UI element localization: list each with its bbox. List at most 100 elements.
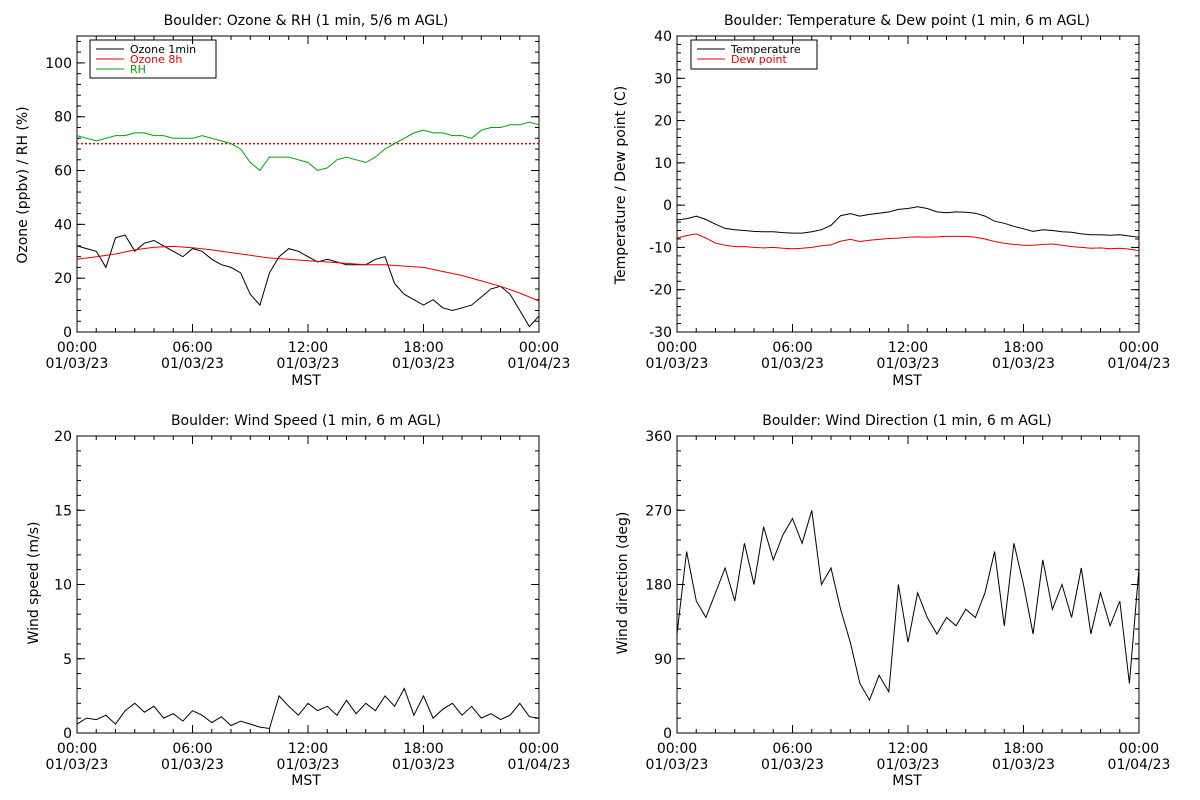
legend-label-ozone-8h: Ozone 8h — [130, 53, 182, 66]
series-line-temperature — [676, 206, 1140, 238]
wind-direction-ytick-label: 90 — [654, 652, 672, 668]
temperature-dewpoint-panel: Boulder: Temperature & Dew point (1 min,… — [613, 13, 1170, 389]
wind-speed-xtick-date-label: 01/03/23 — [161, 757, 224, 773]
wind-speed-ylabel: Wind speed (m/s) — [26, 522, 42, 645]
temperature-xtick-time-label: 00:00 — [1119, 340, 1159, 356]
wind-direction-ytick-label: 360 — [645, 429, 672, 445]
wind-speed-xtick-date-label: 01/04/23 — [508, 757, 571, 773]
wind-direction-xtick-date-label: 01/03/23 — [646, 757, 709, 773]
legend-label-temperature: Temperature — [730, 43, 801, 56]
ozone-rh-xtick-date-label: 01/03/23 — [392, 356, 455, 372]
wind-speed-panel: Boulder: Wind Speed (1 min, 6 m AGL) Win… — [26, 413, 570, 789]
wind-speed-xtick-time-label: 12:00 — [288, 741, 328, 757]
temperature-xtick-time-label: 12:00 — [888, 340, 928, 356]
temperature-ytick-label: 30 — [654, 71, 672, 87]
series-line-wind-speed — [76, 687, 540, 730]
wind-speed-ytick-label: 15 — [54, 503, 72, 519]
wind-speed-xlabel: MST — [291, 773, 321, 789]
wind-speed-xtick-time-label: 06:00 — [172, 741, 212, 757]
wind-speed-ytick-label: 5 — [63, 652, 72, 668]
ozone-rh-ytick-label: 60 — [54, 164, 72, 180]
legend-box — [690, 39, 818, 70]
temperature-title: Boulder: Temperature & Dew point (1 min,… — [724, 13, 1090, 29]
wind-speed-xtick-date-label: 01/03/23 — [46, 757, 109, 773]
ozone-rh-legend: Ozone 1min Ozone 8h RH — [89, 39, 217, 79]
ozone-rh-plot-frame — [76, 35, 540, 333]
series-line-ozone-8h — [76, 245, 540, 302]
wind-direction-xtick-date-label: 01/03/23 — [877, 757, 940, 773]
wind-direction-plot-frame — [676, 435, 1140, 734]
ozone-rh-ytick-label: 40 — [54, 217, 72, 233]
temperature-xtick-date-label: 01/03/23 — [761, 356, 824, 372]
wind-direction-xtick-time-label: 06:00 — [772, 741, 812, 757]
wind-direction-ytick-label: 0 — [663, 726, 672, 742]
ozone-rh-panel: Boulder: Ozone & RH (1 min, 5/6 m AGL) O… — [15, 13, 570, 389]
temperature-ytick-label: 40 — [654, 29, 672, 45]
wind-direction-xtick-time-label: 00:00 — [1119, 741, 1159, 757]
temperature-xtick-time-label: 18:00 — [1003, 340, 1043, 356]
series-line-dew-point — [676, 233, 1140, 252]
temperature-ytick-label: -20 — [649, 283, 672, 299]
wind-direction-xtick-date-label: 01/03/23 — [761, 757, 824, 773]
series-line-rh — [76, 121, 540, 172]
ozone-rh-title: Boulder: Ozone & RH (1 min, 5/6 m AGL) — [164, 13, 449, 29]
temperature-plot-frame — [676, 35, 1140, 333]
wind-speed-ytick-label: 10 — [54, 578, 72, 594]
wind-speed-ytick-label: 20 — [54, 429, 72, 445]
temperature-xtick-date-label: 01/03/23 — [992, 356, 1055, 372]
temperature-legend: Temperature Dew point — [690, 39, 818, 70]
legend-label-rh: RH — [130, 63, 146, 76]
wind-direction-panel: Boulder: Wind Direction (1 min, 6 m AGL)… — [615, 413, 1170, 789]
wind-direction-xlabel: MST — [892, 773, 922, 789]
temperature-ylabel: Temperature / Dew point (C) — [613, 86, 629, 285]
wind-direction-xtick-date-label: 01/04/23 — [1108, 757, 1171, 773]
wind-direction-title: Boulder: Wind Direction (1 min, 6 m AGL) — [762, 413, 1051, 429]
temperature-xlabel: MST — [892, 373, 922, 389]
ozone-rh-ytick-label: 100 — [45, 56, 72, 72]
ozone-rh-xtick-date-label: 01/03/23 — [277, 356, 340, 372]
wind-speed-xtick-date-label: 01/03/23 — [277, 757, 340, 773]
temperature-ytick-label: 10 — [654, 156, 672, 172]
ozone-rh-ytick-label: 0 — [63, 325, 72, 341]
ozone-rh-ytick-label: 80 — [54, 110, 72, 126]
ozone-rh-xtick-time-label: 06:00 — [172, 340, 212, 356]
series-line-ozone-1min — [76, 234, 540, 328]
ozone-rh-xtick-date-label: 01/04/23 — [508, 356, 571, 372]
wind-speed-xtick-time-label: 00:00 — [57, 741, 97, 757]
wind-direction-ylabel: Wind direction (deg) — [615, 512, 631, 655]
temperature-ytick-label: -10 — [649, 240, 672, 256]
ozone-rh-xtick-time-label: 00:00 — [57, 340, 97, 356]
temperature-xtick-date-label: 01/03/23 — [646, 356, 709, 372]
ozone-rh-xtick-time-label: 00:00 — [519, 340, 559, 356]
series-line-wind-direction — [676, 510, 1140, 702]
temperature-ytick-label: 20 — [654, 114, 672, 130]
ozone-rh-ytick-label: 20 — [54, 271, 72, 287]
legend-label-ozone-1min: Ozone 1min — [130, 43, 196, 56]
wind-speed-title: Boulder: Wind Speed (1 min, 6 m AGL) — [171, 413, 441, 429]
wind-direction-ytick-label: 270 — [645, 503, 672, 519]
wind-speed-ytick-label: 0 — [63, 726, 72, 742]
ozone-rh-xtick-date-label: 01/03/23 — [46, 356, 109, 372]
ozone-rh-xtick-time-label: 12:00 — [288, 340, 328, 356]
ozone-rh-xlabel: MST — [291, 373, 321, 389]
temperature-ytick-label: -30 — [649, 325, 672, 341]
wind-direction-xtick-time-label: 00:00 — [657, 741, 697, 757]
ozone-rh-xtick-date-label: 01/03/23 — [161, 356, 224, 372]
wind-direction-xtick-time-label: 18:00 — [1003, 741, 1043, 757]
temperature-xtick-time-label: 06:00 — [772, 340, 812, 356]
temperature-ytick-label: 0 — [663, 198, 672, 214]
wind-speed-xtick-date-label: 01/03/23 — [392, 757, 455, 773]
wind-direction-xtick-time-label: 12:00 — [888, 741, 928, 757]
wind-speed-xtick-time-label: 00:00 — [519, 741, 559, 757]
ozone-rh-ylabel: Ozone (ppbv) / RH (%) — [15, 106, 31, 263]
legend-label-dew-point: Dew point — [731, 53, 787, 66]
wind-direction-xtick-date-label: 01/03/23 — [992, 757, 1055, 773]
temperature-xtick-date-label: 01/04/23 — [1108, 356, 1171, 372]
wind-direction-ytick-label: 180 — [645, 578, 672, 594]
temperature-xtick-date-label: 01/03/23 — [877, 356, 940, 372]
wind-speed-xtick-time-label: 18:00 — [403, 741, 443, 757]
ozone-rh-xtick-time-label: 18:00 — [403, 340, 443, 356]
wind-speed-plot-frame — [76, 435, 540, 734]
temperature-xtick-time-label: 00:00 — [657, 340, 697, 356]
